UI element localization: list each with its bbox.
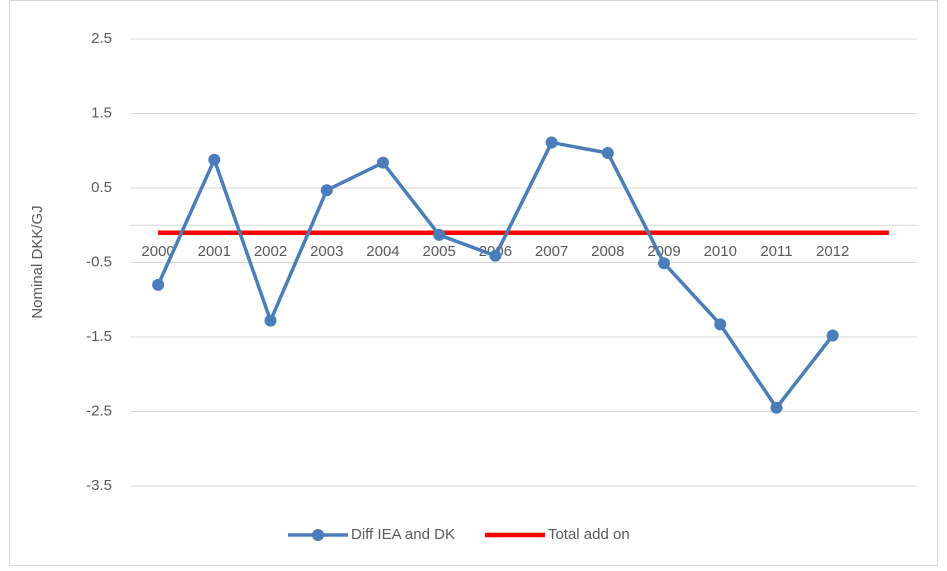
x-tick-label: 2001 <box>198 243 231 260</box>
y-tick-label: 0.5 <box>91 179 112 196</box>
point <box>601 146 614 159</box>
legend-label: Diff IEA and DK <box>351 526 455 543</box>
chart-frame <box>9 0 938 566</box>
y-tick-label: -0.5 <box>86 253 112 270</box>
y-tick-label: 1.5 <box>91 104 112 121</box>
x-tick-label: 2012 <box>816 243 849 260</box>
point <box>264 314 277 327</box>
y-tick-label: 2.5 <box>91 30 112 47</box>
x-tick-label: 2011 <box>760 243 792 260</box>
point <box>489 249 502 262</box>
x-tick-label: 2003 <box>310 243 343 260</box>
legend-marker <box>312 529 324 541</box>
point <box>320 184 333 197</box>
x-tick-label: 2010 <box>704 243 737 260</box>
x-tick-label: 2000 <box>141 243 174 260</box>
x-tick-label: 2008 <box>591 243 624 260</box>
y-tick-label: -1.5 <box>86 328 112 345</box>
y-axis-label: Nominal DKK/GJ <box>29 205 46 318</box>
point <box>433 228 446 241</box>
x-tick-label: 2007 <box>535 243 568 260</box>
legend-label: Total add on <box>548 526 630 543</box>
x-tick-label: 2004 <box>366 243 399 260</box>
point <box>152 278 165 291</box>
point <box>376 156 389 169</box>
point <box>545 136 558 149</box>
point <box>770 401 783 414</box>
point <box>208 153 221 166</box>
y-tick-label: -2.5 <box>86 402 112 419</box>
point <box>658 257 671 270</box>
y-tick-label: -3.5 <box>86 477 112 494</box>
x-tick-label: 2002 <box>254 243 287 260</box>
x-tick-label: 2005 <box>422 243 455 260</box>
point <box>714 318 727 331</box>
point <box>826 329 839 342</box>
